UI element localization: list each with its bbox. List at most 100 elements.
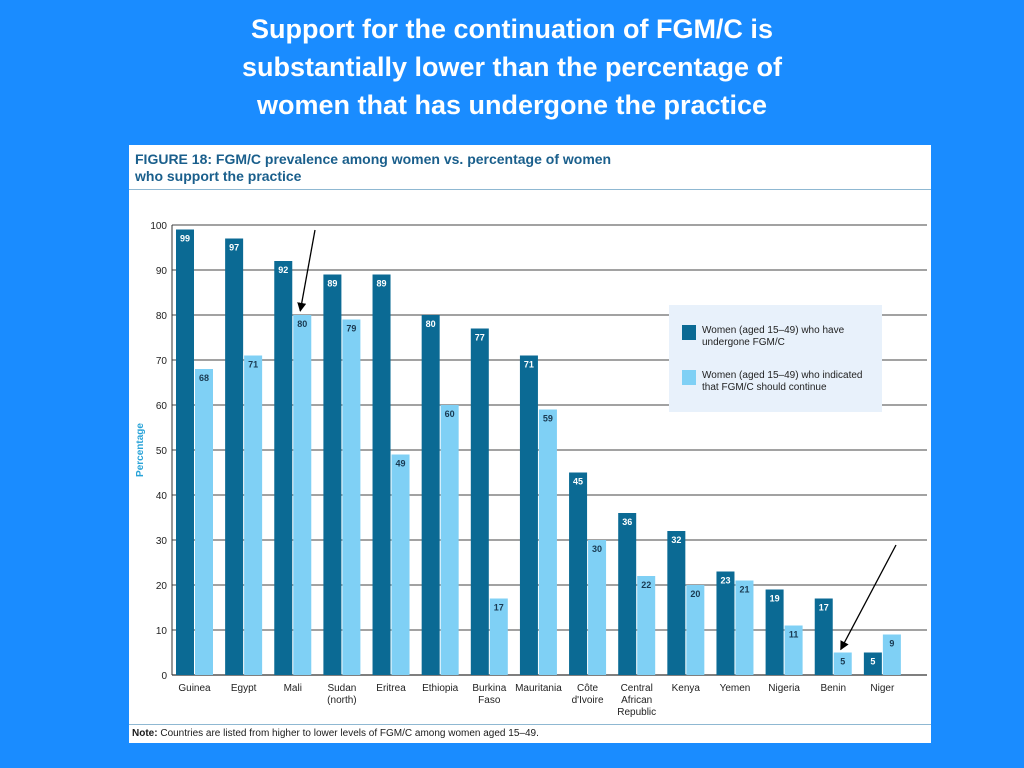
- bar-support: [784, 625, 803, 675]
- y-tick-label: 30: [156, 536, 168, 547]
- data-label: 80: [426, 319, 436, 329]
- data-label: 80: [297, 319, 307, 329]
- bar-undergone: [470, 328, 489, 675]
- x-tick-label: Nigeria: [768, 683, 800, 694]
- x-tick-label: Ethiopia: [422, 683, 459, 694]
- bar-support: [588, 540, 607, 675]
- x-tick-label: d'Ivoire: [572, 695, 604, 706]
- data-label: 30: [592, 544, 602, 554]
- data-label: 71: [248, 360, 258, 370]
- bar-undergone: [372, 274, 391, 675]
- data-label: 17: [819, 603, 829, 613]
- x-tick-label: Mali: [284, 683, 302, 694]
- legend-label-line: Women (aged 15–49) who indicated: [702, 370, 863, 381]
- bar-undergone: [814, 598, 833, 675]
- data-label: 5: [870, 657, 875, 667]
- bar-support: [391, 454, 410, 675]
- x-tick-label: Sudan: [327, 683, 356, 694]
- x-tick-label: Mauritania: [515, 683, 562, 694]
- legend-label-line: that FGM/C should continue: [702, 382, 827, 393]
- x-tick-label: Yemen: [720, 683, 751, 694]
- annotation-arrow: [297, 229, 316, 312]
- legend-item-support: Women (aged 15–49) who indicated that FG…: [682, 370, 882, 394]
- y-tick-label: 80: [156, 311, 168, 322]
- x-tick-label: Egypt: [231, 683, 257, 694]
- bar-undergone: [765, 589, 784, 675]
- bar-undergone: [519, 355, 538, 675]
- bar-undergone: [618, 513, 637, 675]
- legend-label-support: Women (aged 15–49) who indicated that FG…: [702, 370, 882, 394]
- slide-title-line: Support for the continuation of FGM/C is: [251, 14, 773, 44]
- chart-legend: Women (aged 15–49) who have undergone FG…: [669, 305, 882, 412]
- data-label: 59: [543, 414, 553, 424]
- bar-support: [244, 355, 263, 675]
- data-label: 79: [346, 324, 356, 334]
- bar-support: [882, 634, 901, 675]
- figure-heading-line: FIGURE 18: FGM/C prevalence among women …: [135, 151, 612, 167]
- data-label: 60: [445, 409, 455, 419]
- data-label: 20: [690, 589, 700, 599]
- y-axis-title: Percentage: [135, 423, 146, 477]
- annotation-arrow: [840, 544, 897, 651]
- data-label: 99: [180, 234, 190, 244]
- bar-support: [735, 580, 754, 675]
- legend-label-line: Women (aged 15–49) who have: [702, 325, 845, 336]
- bar-support: [538, 409, 557, 675]
- y-tick-label: 0: [161, 671, 167, 682]
- data-label: 19: [770, 594, 780, 604]
- figure-note: Note: Countries are listed from higher t…: [132, 728, 539, 739]
- data-label: 92: [278, 265, 288, 275]
- data-label: 5: [840, 657, 845, 667]
- x-tick-label: Republic: [617, 707, 656, 718]
- x-tick-label: (north): [327, 695, 356, 706]
- note-divider: [129, 724, 931, 725]
- data-label: 89: [327, 279, 337, 289]
- bar-support: [637, 576, 656, 675]
- x-tick-label: Benin: [820, 683, 846, 694]
- y-tick-label: 40: [156, 491, 168, 502]
- legend-label-line: undergone FGM/C: [702, 337, 785, 348]
- legend-item-undergone: Women (aged 15–49) who have undergone FG…: [682, 325, 882, 349]
- bar-undergone: [274, 261, 293, 675]
- bar-support: [833, 652, 852, 675]
- slide-title-line: women that has undergone the practice: [256, 90, 768, 120]
- y-tick-label: 20: [156, 581, 168, 592]
- bar-undergone: [569, 472, 588, 675]
- bar-undergone: [863, 652, 882, 675]
- bar-chart: 0 10 20 30 40 50 60 70 80 90 100 Percentage 99 68 Guin…: [135, 221, 927, 718]
- legend-label-undergone: Women (aged 15–49) who have undergone FG…: [702, 325, 882, 349]
- bar-undergone: [421, 315, 440, 675]
- x-tick-label: Côte: [577, 683, 599, 694]
- y-tick-label: 90: [156, 266, 168, 277]
- slide-title: Support for the continuation of FGM/C is…: [60, 10, 964, 124]
- data-label: 36: [622, 517, 632, 527]
- bar-support: [342, 319, 361, 675]
- legend-swatch-light: [682, 370, 696, 385]
- x-tick-label: Burkina: [472, 683, 506, 694]
- data-label: 11: [789, 630, 799, 640]
- bar-undergone: [323, 274, 342, 675]
- data-label: 17: [494, 603, 504, 613]
- bar-support: [293, 315, 312, 675]
- data-label: 71: [524, 360, 534, 370]
- x-tick-label: Eritrea: [376, 683, 406, 694]
- bar-undergone: [667, 531, 686, 675]
- legend-swatch-dark: [682, 325, 696, 340]
- x-tick-label: African: [621, 695, 652, 706]
- bar-undergone: [176, 229, 194, 675]
- bar-support: [195, 369, 213, 675]
- heading-divider: [129, 189, 931, 190]
- data-label: 77: [475, 333, 485, 343]
- y-tick-label: 70: [156, 356, 168, 367]
- bar-support: [489, 598, 508, 675]
- data-label: 45: [573, 477, 583, 487]
- data-label: 97: [229, 243, 239, 253]
- note-label: Note:: [132, 728, 158, 739]
- data-label: 32: [671, 535, 681, 545]
- bar-support: [686, 585, 705, 675]
- figure-panel: FIGURE 18: FGM/C prevalence among women …: [129, 145, 931, 743]
- data-label: 9: [889, 639, 894, 649]
- y-tick-label: 100: [150, 221, 167, 232]
- bar-undergone: [225, 238, 244, 675]
- figure-heading: FIGURE 18: FGM/C prevalence among women …: [135, 151, 611, 185]
